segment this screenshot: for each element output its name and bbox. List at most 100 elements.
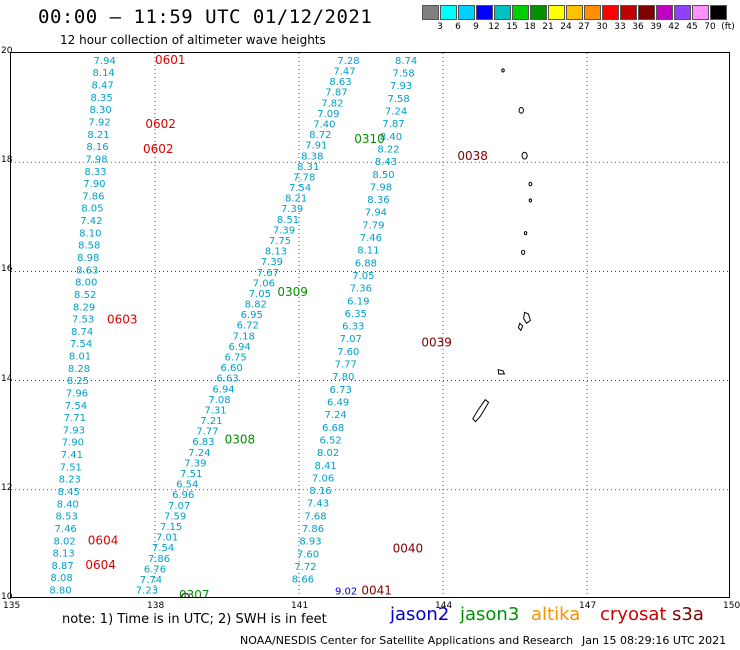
swh-value: 8.82 bbox=[245, 300, 267, 311]
swh-value: 7.54 bbox=[65, 401, 87, 412]
pass-label: 0040 bbox=[393, 542, 424, 556]
swh-value: 7.24 bbox=[385, 107, 407, 118]
swh-value: 6.52 bbox=[319, 435, 341, 446]
swh-value: 7.07 bbox=[168, 501, 190, 512]
colorbar-swatch bbox=[566, 5, 583, 20]
y-tick-label: 20 bbox=[1, 46, 13, 56]
colorbar-swatch bbox=[548, 5, 565, 20]
colorbar-swatch bbox=[476, 5, 493, 20]
swh-value: 7.72 bbox=[294, 562, 316, 573]
colorbar-label: (ft) bbox=[721, 22, 735, 32]
swh-value: 6.94 bbox=[229, 342, 251, 353]
swh-value: 6.19 bbox=[347, 296, 369, 307]
swh-value: 7.05 bbox=[249, 289, 271, 300]
colorbar-swatch bbox=[710, 5, 727, 20]
colorbar-swatch bbox=[530, 5, 547, 20]
swh-value: 7.60 bbox=[297, 549, 319, 560]
colorbar-label: 15 bbox=[506, 22, 518, 32]
swh-value: 8.40 bbox=[380, 132, 402, 143]
y-tick-label: 10 bbox=[1, 592, 13, 602]
swh-value: 8.22 bbox=[377, 144, 399, 155]
satellite-legend-cryosat: cryosat bbox=[600, 604, 667, 625]
swh-value: 7.87 bbox=[325, 88, 347, 99]
swh-value: 8.29 bbox=[73, 302, 95, 313]
swh-value: 7.07 bbox=[340, 334, 362, 345]
swh-value: 7.98 bbox=[85, 154, 107, 165]
swh-value: 8.72 bbox=[309, 130, 331, 141]
island-outline bbox=[528, 181, 533, 187]
pass-label: 0601 bbox=[155, 53, 186, 67]
swh-value: 8.11 bbox=[357, 246, 379, 257]
pass-label: 0041 bbox=[361, 584, 392, 598]
swh-value: 7.23 bbox=[136, 586, 158, 597]
swh-value: 6.88 bbox=[355, 258, 377, 269]
colorbar-label: 12 bbox=[488, 22, 500, 32]
swh-value: 7.21 bbox=[200, 416, 222, 427]
swh-value: 7.77 bbox=[196, 427, 218, 438]
colorbar-label: 6 bbox=[455, 22, 461, 32]
swh-value: 6.63 bbox=[216, 374, 238, 385]
swh-value: 7.06 bbox=[312, 473, 334, 484]
swh-value: 8.30 bbox=[89, 105, 111, 116]
y-tick-label: 18 bbox=[1, 155, 13, 166]
swh-value: 7.75 bbox=[269, 236, 291, 247]
x-tick-label: 147 bbox=[579, 601, 597, 611]
swh-value: 7.86 bbox=[82, 191, 104, 202]
swh-value: 7.06 bbox=[253, 278, 275, 289]
pass-label: 0307 bbox=[179, 588, 210, 598]
swh-value: 7.68 bbox=[304, 511, 326, 522]
swh-value: 7.90 bbox=[62, 438, 84, 449]
swh-value: 8.74 bbox=[71, 327, 93, 338]
colorbar-swatch bbox=[692, 5, 709, 20]
swh-value: 8.35 bbox=[90, 93, 112, 104]
colorbar-label: 18 bbox=[524, 22, 536, 32]
swh-value: 7.47 bbox=[333, 67, 355, 78]
swh-value: 7.93 bbox=[63, 425, 85, 436]
swh-value: 8.52 bbox=[74, 290, 96, 301]
swh-value: 8.87 bbox=[51, 561, 73, 572]
swh-value: 8.16 bbox=[309, 486, 331, 497]
swh-value: 6.73 bbox=[330, 385, 352, 396]
swh-value: 7.51 bbox=[180, 469, 202, 480]
x-tick-label: 150 bbox=[723, 601, 740, 611]
swh-value: 8.93 bbox=[299, 537, 321, 548]
swh-value: 8.36 bbox=[367, 195, 389, 206]
satellite-legend-jason2: jason2 bbox=[390, 604, 450, 625]
swh-value: 8.28 bbox=[68, 364, 90, 375]
swh-value: 6.33 bbox=[342, 322, 364, 333]
swh-value: 7.71 bbox=[64, 413, 86, 424]
swh-value: 7.53 bbox=[72, 315, 94, 326]
swh-value: 7.80 bbox=[332, 372, 354, 383]
swh-value: 8.41 bbox=[314, 461, 336, 472]
swh-value: 8.21 bbox=[285, 194, 307, 205]
swh-value: 7.24 bbox=[188, 448, 210, 459]
swh-value: 7.39 bbox=[261, 257, 283, 268]
pass-label: 0602 bbox=[145, 117, 176, 131]
island-outline bbox=[521, 151, 528, 160]
swh-value: 7.67 bbox=[257, 268, 279, 279]
colorbar-swatch bbox=[674, 5, 691, 20]
pass-label: 0038 bbox=[457, 149, 488, 163]
swh-value: 8.13 bbox=[52, 549, 74, 560]
colorbar-labels: 3 6 9 12 15 18 21 24 27 30 33 36 39 42 45 70 (ft) bbox=[422, 22, 740, 36]
swh-value: 6.95 bbox=[241, 310, 263, 321]
y-tick-label: 16 bbox=[1, 264, 13, 275]
pass-label: 0604 bbox=[88, 533, 119, 547]
pass-label: 0604 bbox=[85, 558, 116, 572]
satellite-legend-s3a: s3a bbox=[672, 604, 704, 625]
swh-value: 8.33 bbox=[84, 167, 106, 178]
pass-label: 0603 bbox=[107, 312, 138, 326]
colorbar-label: 39 bbox=[650, 22, 662, 32]
swh-value: 7.54 bbox=[152, 543, 174, 554]
swh-value: 8.01 bbox=[69, 352, 91, 363]
map-canvas: 7.948.148.478.358.307.928.218.167.988.33… bbox=[11, 53, 729, 598]
swh-value: 8.23 bbox=[59, 475, 81, 486]
swh-value: 7.58 bbox=[392, 69, 414, 80]
colorbar-swatch bbox=[656, 5, 673, 20]
island-outline bbox=[521, 249, 526, 255]
swh-value: 7.93 bbox=[390, 81, 412, 92]
swh-value: 8.63 bbox=[329, 77, 351, 88]
swh-value: 7.86 bbox=[148, 554, 170, 565]
island-outline bbox=[518, 106, 524, 114]
swh-value: 8.10 bbox=[79, 228, 101, 239]
